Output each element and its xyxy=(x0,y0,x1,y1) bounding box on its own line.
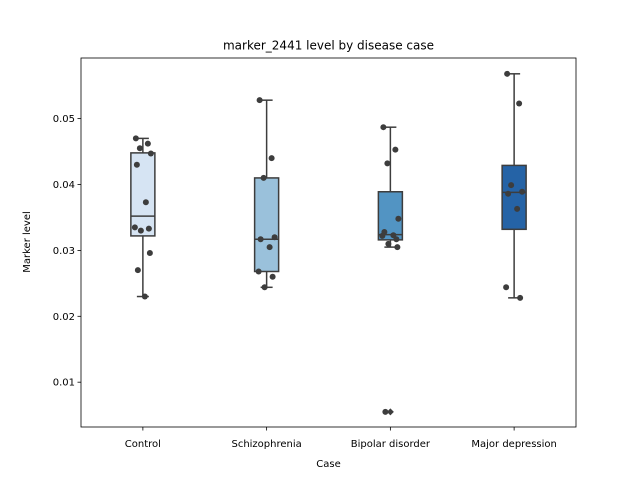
data-point xyxy=(268,155,275,162)
y-tick-label: 0.03 xyxy=(53,246,75,257)
data-point xyxy=(514,205,521,212)
data-point xyxy=(382,408,389,415)
data-point xyxy=(394,244,401,251)
chart-title: marker_2441 level by disease case xyxy=(223,39,434,53)
x-tick-label: Schizophrenia xyxy=(231,439,301,450)
x-tick-label: Major depression xyxy=(471,439,557,450)
data-point xyxy=(134,267,141,274)
y-tick-label: 0.02 xyxy=(53,312,75,323)
data-point xyxy=(260,174,267,181)
data-point xyxy=(519,188,526,195)
data-point xyxy=(147,150,154,157)
y-tick-label: 0.05 xyxy=(53,114,75,125)
x-tick-label: Bipolar disorder xyxy=(351,439,431,450)
data-point xyxy=(136,145,143,152)
y-tick-label: 0.04 xyxy=(53,180,75,191)
data-point xyxy=(395,215,402,222)
outlier-marker xyxy=(386,408,394,416)
data-point xyxy=(504,70,511,77)
data-point xyxy=(503,284,510,291)
data-point xyxy=(261,284,268,291)
data-point xyxy=(269,273,276,280)
data-point xyxy=(131,224,138,231)
data-point xyxy=(142,199,149,206)
data-point xyxy=(393,236,400,243)
plot-frame xyxy=(80,57,577,428)
data-point xyxy=(505,190,512,197)
data-point xyxy=(516,100,523,107)
y-tick-label: 0.01 xyxy=(53,378,75,389)
data-point xyxy=(384,160,391,167)
data-point xyxy=(133,161,140,168)
data-point xyxy=(379,232,386,239)
box-iqr xyxy=(253,177,280,273)
data-point xyxy=(392,146,399,153)
data-point xyxy=(144,140,151,147)
y-axis-label: Marker level xyxy=(22,211,33,273)
data-point xyxy=(141,293,148,300)
box-iqr xyxy=(501,164,527,231)
data-point xyxy=(146,250,153,257)
data-point xyxy=(380,124,387,131)
data-point xyxy=(145,225,152,232)
data-point xyxy=(271,234,278,241)
data-point xyxy=(508,182,515,189)
data-point xyxy=(132,135,139,142)
data-point xyxy=(137,227,144,234)
data-point xyxy=(517,294,524,301)
data-point xyxy=(256,97,263,104)
x-tick-label: Control xyxy=(125,439,161,450)
x-axis-label: Case xyxy=(316,459,340,470)
data-point xyxy=(266,244,273,251)
data-point xyxy=(255,268,262,275)
data-point xyxy=(385,240,392,247)
data-point xyxy=(257,236,264,243)
